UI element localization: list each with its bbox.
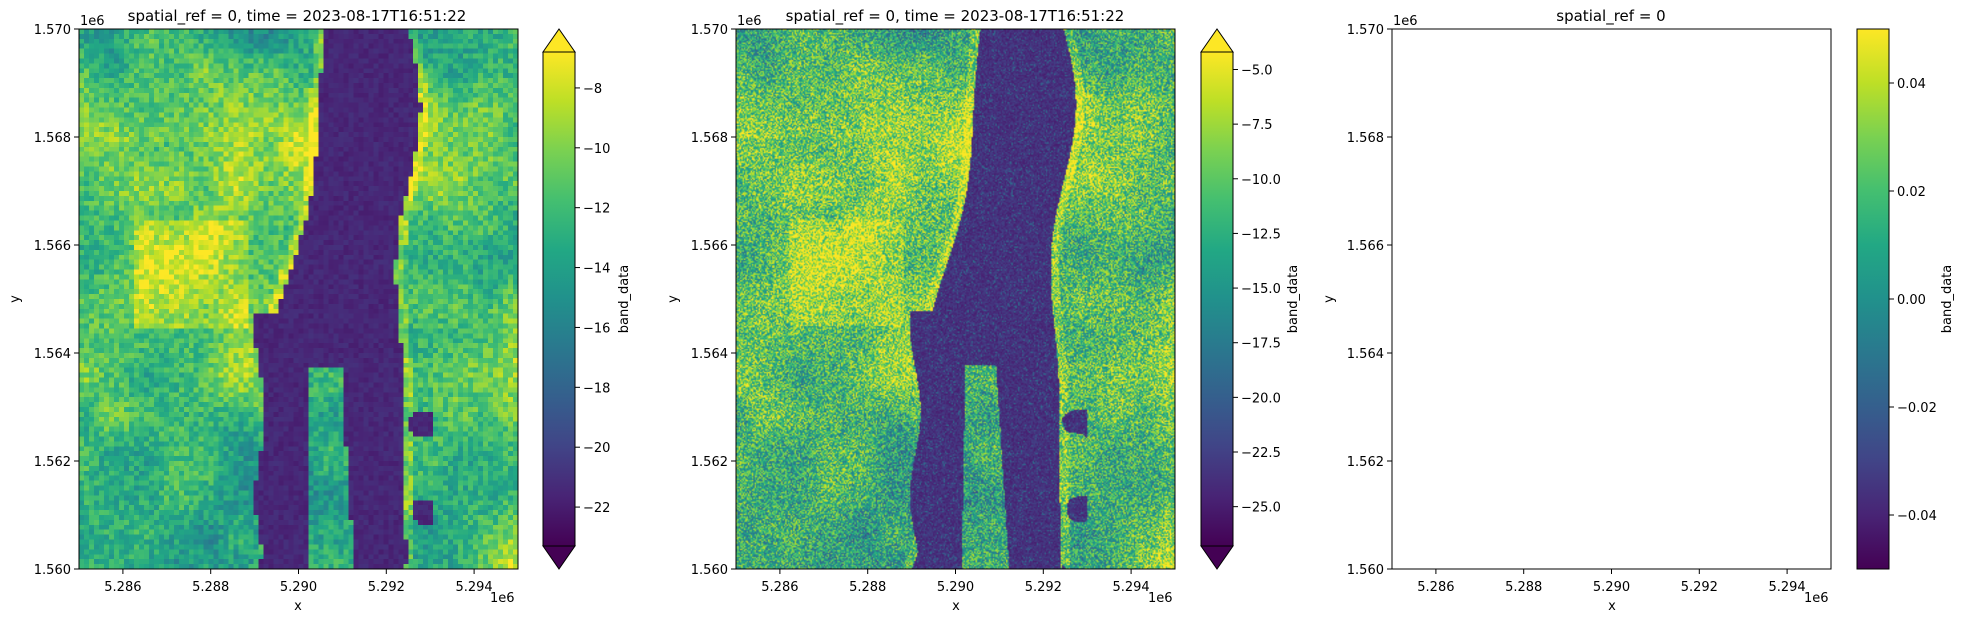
x-tick-label: 5.290 [280,580,317,595]
colorbar-tick-label: 0.04 [1897,77,1926,92]
panel-3-x-offset: 1e6 [1804,591,1829,606]
x-tick-label: 5.294 [1768,580,1805,595]
colorbar-tick-label: −14 [583,262,610,277]
colorbar-tick-label: 0.02 [1897,185,1926,200]
panel-1-colorbar-label: band_data [617,265,632,334]
panel-2-heatmap [736,29,1175,569]
panel-1-colorbar-extend-top [542,28,576,53]
colorbar-tick-label: −7.5 [1241,118,1273,133]
panel-3-title: spatial_ref = 0 [1556,7,1665,26]
x-tick-label: 5.290 [937,580,974,595]
y-tick-label: 1.560 [34,563,71,578]
panel-3-empty-plot-area [1392,29,1831,569]
colorbar-tick-label: −22 [583,501,610,516]
x-tick-label: 5.294 [455,580,492,595]
panel-1: spatial_ref = 0, time = 2023-08-17T16:51… [8,7,632,614]
y-tick-label: 1.566 [1347,239,1384,254]
x-tick-label: 5.292 [1025,580,1062,595]
colorbar-tick-label: −18 [583,381,610,396]
x-tick-label: 5.292 [368,580,405,595]
colorbar-tick-label: −10.0 [1241,173,1281,188]
y-tick-label: 1.560 [1347,563,1384,578]
y-tick-label: 1.564 [691,347,728,362]
y-tick-label: 1.562 [34,455,71,470]
x-tick-label: 5.286 [761,580,798,595]
y-tick-label: 1.562 [691,455,728,470]
y-tick-label: 1.564 [1347,347,1384,362]
x-tick-label: 5.288 [192,580,229,595]
colorbar-tick-label: −22.5 [1241,446,1281,461]
panel-2-x-offset: 1e6 [1148,591,1173,606]
x-tick-label: 5.288 [849,580,886,595]
colorbar-tick-label: −12.5 [1241,227,1281,242]
colorbar-tick-label: −0.02 [1897,401,1937,416]
y-tick-label: 1.568 [1347,131,1384,146]
panel-3-colorbar-label: band_data [1940,265,1955,334]
x-tick-label: 5.294 [1112,580,1149,595]
panel-1-heatmap [79,29,518,569]
panel-1-colorbar-ticks: −8 −10 −12 −14 −16 −18 −20 −22 [575,82,610,516]
y-tick-label: 1.566 [34,239,71,254]
x-tick-label: 5.292 [1681,580,1718,595]
y-tick-label: 1.568 [691,131,728,146]
y-tick-label: 1.570 [691,23,728,38]
colorbar-tick-label: −20 [583,441,610,456]
y-tick-label: 1.566 [691,239,728,254]
x-tick-label: 5.288 [1505,580,1542,595]
panel-3-ylabel: y [1322,295,1337,303]
panel-3-x-ticks: 5.286 5.288 5.290 5.292 5.294 [1417,569,1806,595]
panel-3: spatial_ref = 0 1e6 5.286 5.288 5.290 5.292… [1322,7,1955,614]
panel-3-xlabel: x [1608,599,1616,614]
panel-2-colorbar-extend-bottom [1200,545,1234,570]
colorbar-tick-label: −25.0 [1241,501,1281,516]
panel-3-y-ticks: 1.560 1.562 1.564 1.566 1.568 1.570 [1347,23,1392,578]
x-tick-label: 5.286 [1417,580,1454,595]
panel-1-title: spatial_ref = 0, time = 2023-08-17T16:51… [128,7,467,26]
panel-2: spatial_ref = 0, time = 2023-08-17T16:51… [666,7,1301,614]
y-tick-label: 1.560 [691,563,728,578]
colorbar-tick-label: −5.0 [1241,63,1273,78]
panel-2-ylabel: y [666,295,681,303]
panel-2-y-offset: 1e6 [737,14,762,29]
colorbar-tick-label: −17.5 [1241,337,1281,352]
y-tick-label: 1.564 [34,347,71,362]
colorbar-tick-label: −8 [583,82,602,97]
panel-2-xlabel: x [952,599,960,614]
panel-1-y-ticks: 1.560 1.562 1.564 1.566 1.568 1.570 [34,23,79,578]
panel-1-x-ticks: 5.286 5.288 5.290 5.292 5.294 [104,569,493,595]
colorbar-tick-label: −20.0 [1241,391,1281,406]
panel-1-colorbar-extend-bottom [542,545,576,570]
panel-1-x-offset: 1e6 [490,591,515,606]
panel-2-colorbar-extend-top [1200,28,1234,53]
panel-2-title: spatial_ref = 0, time = 2023-08-17T16:51… [786,7,1125,26]
panel-1-colorbar [542,51,576,547]
panel-1-y-offset: 1e6 [80,14,105,29]
panel-2-y-ticks: 1.560 1.562 1.564 1.566 1.568 1.570 [691,23,736,578]
colorbar-tick-label: −15.0 [1241,282,1281,297]
panel-3-colorbar [1856,28,1890,570]
colorbar-tick-label: −0.04 [1897,509,1937,524]
colorbar-tick-label: −16 [583,321,610,336]
x-tick-label: 5.286 [104,580,141,595]
panel-2-colorbar-ticks: −5.0 −7.5 −10.0 −12.5 −15.0 −17.5 −20.0 −22.5 −2… [1233,63,1281,516]
y-tick-label: 1.568 [34,131,71,146]
x-tick-label: 5.290 [1593,580,1630,595]
panel-3-y-offset: 1e6 [1393,14,1418,29]
colorbar-tick-label: 0.00 [1897,293,1926,308]
panel-1-ylabel: y [8,295,23,303]
panel-2-colorbar-label: band_data [1286,265,1301,334]
panel-2-x-ticks: 5.286 5.288 5.290 5.292 5.294 [761,569,1150,595]
panel-2-colorbar [1200,51,1234,547]
panel-1-xlabel: x [294,599,302,614]
colorbar-tick-label: −12 [583,202,610,217]
y-tick-label: 1.570 [1347,23,1384,38]
y-tick-label: 1.570 [34,23,71,38]
colorbar-tick-label: −10 [583,142,610,157]
y-tick-label: 1.562 [1347,455,1384,470]
panel-3-colorbar-ticks: 0.04 0.02 0.00 −0.02 −0.04 [1889,77,1937,524]
